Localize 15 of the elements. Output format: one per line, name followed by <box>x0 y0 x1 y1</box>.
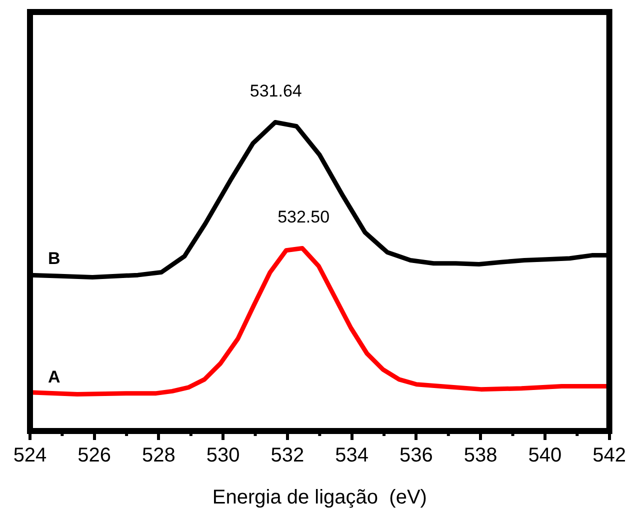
annotation: 532.50 <box>278 207 330 226</box>
x-tick-label: 538 <box>464 444 498 467</box>
x-tick-label: 524 <box>13 444 47 467</box>
annotation: 531.64 <box>250 81 302 100</box>
x-tick-label: 536 <box>400 444 433 467</box>
x-axis-title: Energia de ligação (eV) <box>212 486 427 509</box>
x-tick-label: 528 <box>142 444 176 467</box>
x-tick-label: 530 <box>206 444 240 467</box>
x-tick-label: 542 <box>592 444 626 467</box>
series-label: B <box>48 249 60 268</box>
x-tick-label: 540 <box>528 444 562 467</box>
x-tick-label: 532 <box>270 444 304 467</box>
series-label: A <box>48 367 60 386</box>
x-tick-label: 526 <box>78 444 112 467</box>
x-tick-label: 534 <box>335 444 369 467</box>
